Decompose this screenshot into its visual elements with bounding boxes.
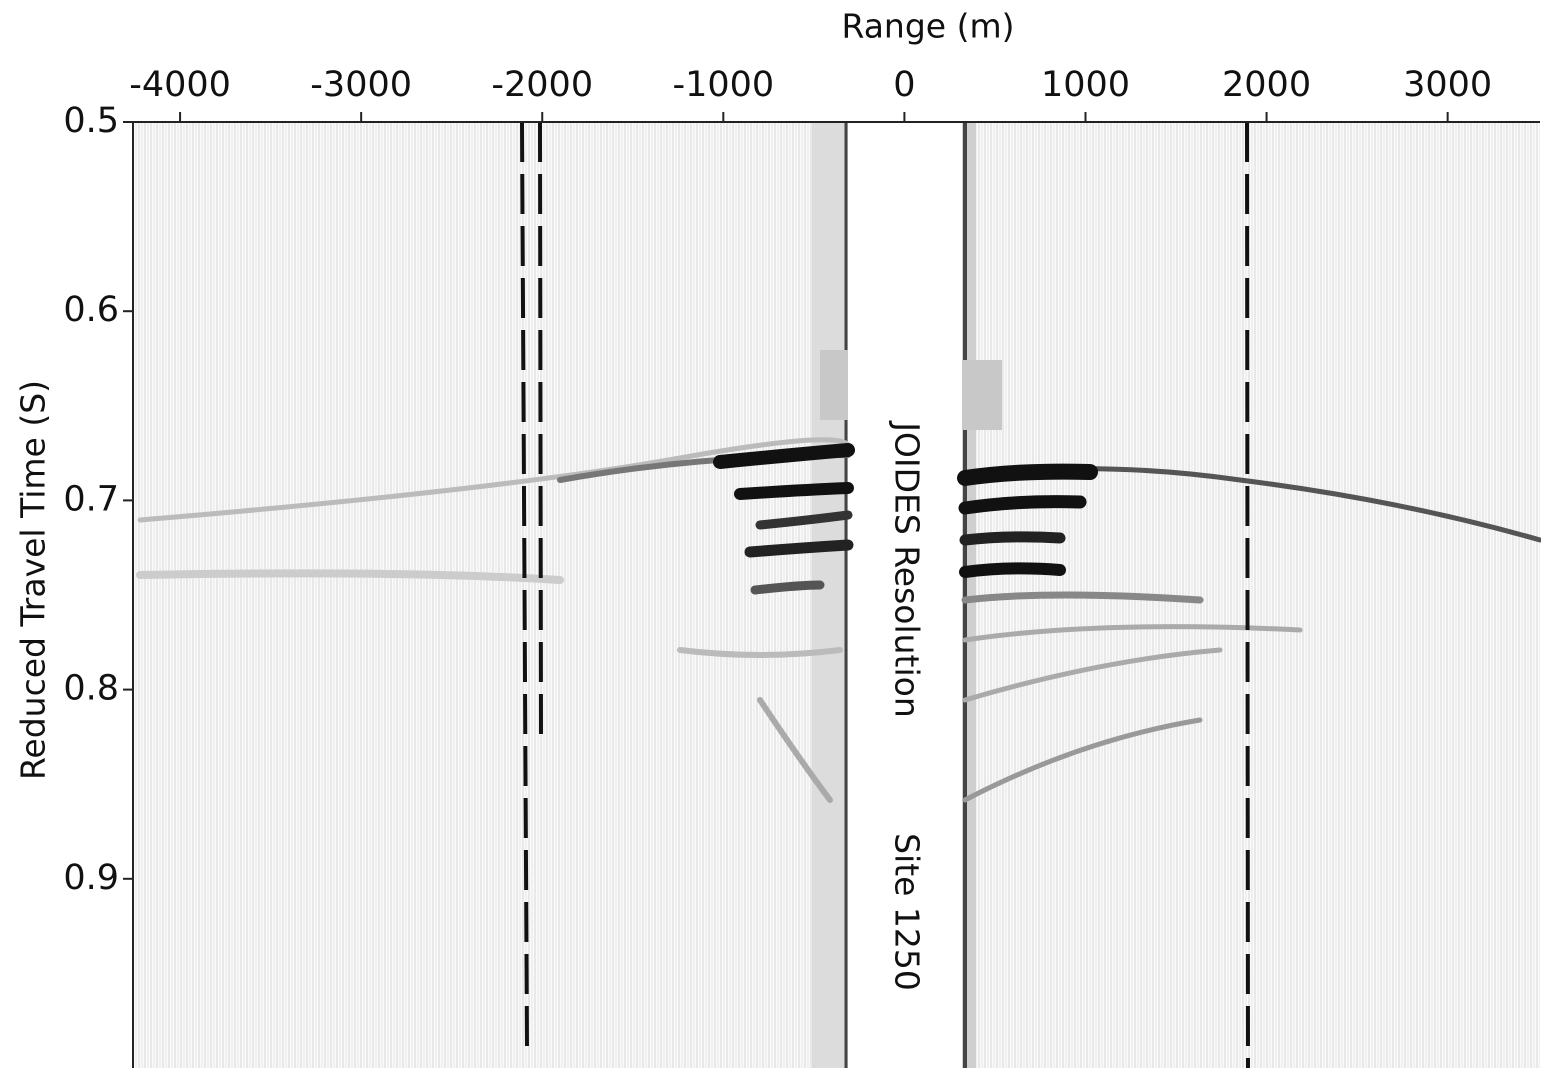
x-tick-label: 3000 (1403, 65, 1492, 105)
axes (132, 121, 1540, 1068)
y-axis-label: Reduced Travel Time (S) (14, 380, 53, 780)
x-tick-label: 0 (893, 65, 915, 105)
annotation: Site 1250 (888, 833, 927, 991)
near-trace-band (812, 122, 848, 1068)
y-tick-label: 0.6 (63, 290, 119, 330)
x-tick-label: 1000 (1041, 65, 1130, 105)
x-axis-label: Range (m) (842, 7, 1015, 46)
seismic-section (133, 121, 1541, 1069)
dashed-traces (520, 121, 1250, 1069)
y-tick-label: 0.5 (63, 101, 119, 141)
y-tick-label: 0.8 (63, 669, 119, 709)
x-tick-label: -2000 (491, 65, 593, 105)
y-tick-label: 0.9 (63, 858, 119, 898)
gap (848, 122, 962, 1068)
x-tick-label: -4000 (129, 65, 231, 105)
noise (820, 350, 848, 420)
x-tick-label: -3000 (310, 65, 412, 105)
x-tick-label: -1000 (672, 65, 774, 105)
y-tick-label: 0.7 (63, 479, 119, 519)
x-tick-label: 2000 (1222, 65, 1311, 105)
noise (962, 360, 1002, 430)
annotation: JOIDES Resolution (888, 420, 927, 718)
